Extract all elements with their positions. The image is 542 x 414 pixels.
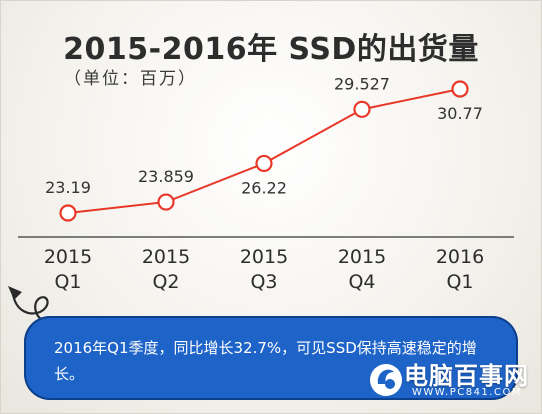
x-tick-label: 2015 Q4 <box>338 246 386 293</box>
data-point <box>157 193 175 211</box>
x-tick-label: 2016 Q1 <box>436 246 484 293</box>
data-point <box>451 80 469 98</box>
data-point <box>59 204 77 222</box>
data-point <box>255 154 273 173</box>
site-logo-icon <box>370 364 402 396</box>
data-label: 30.77 <box>437 104 483 123</box>
note-text: 2016年Q1季度，同比增长32.7%，可见SSD保持高速稳定的增长。 <box>54 339 477 383</box>
data-point <box>353 100 371 118</box>
x-tick-label: 2015 Q2 <box>142 246 190 293</box>
data-label: 23.19 <box>45 178 91 197</box>
note-panel <box>24 316 518 400</box>
x-tick-label: 2015 Q1 <box>44 246 92 293</box>
x-tick-label: 2015 Q3 <box>240 246 288 293</box>
logo-name: 电脑百事网 <box>404 362 529 390</box>
data-label: 23.859 <box>138 167 194 186</box>
data-label: 26.22 <box>241 178 287 197</box>
unit-label: （单位：百万） <box>64 69 197 89</box>
data-label: 29.527 <box>334 74 390 93</box>
chart-title: 2015-2016年 SSD的出货量 <box>63 32 479 67</box>
logo-url: WWW.PC841.COM <box>412 387 522 398</box>
